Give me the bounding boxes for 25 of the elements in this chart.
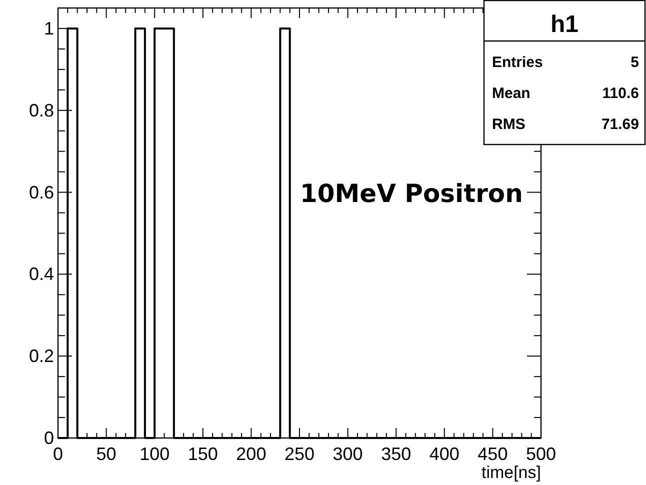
x-tick-label: 500 (526, 444, 556, 464)
y-tick-label: 0 (44, 428, 54, 448)
x-tick-label: 250 (284, 444, 315, 464)
annotation: 10MeV Positron (300, 179, 523, 208)
y-tick-label: 1 (44, 18, 54, 38)
text: 5 (630, 54, 639, 71)
annotation: RMS (492, 116, 526, 133)
x-tick-label: 50 (96, 444, 116, 464)
x-tick-label: 100 (140, 444, 170, 464)
y-tick-label: 0.6 (28, 182, 54, 202)
y-tick-label: 0.4 (28, 264, 54, 284)
x-tick-label: 300 (332, 444, 363, 464)
x-axis-title: time[ns] (481, 463, 541, 482)
y-tick-label: 0.2 (28, 346, 54, 366)
annotation: Mean (492, 85, 530, 102)
y-tick-label: 0.8 (28, 100, 54, 120)
x-tick-label: 150 (188, 444, 218, 464)
x-tick-label: 350 (381, 444, 412, 464)
x-tick-label: 400 (429, 444, 460, 464)
x-tick-label: 200 (236, 444, 266, 464)
text: 71.69 (601, 116, 639, 133)
text: 110.6 (602, 85, 639, 102)
text: h1 (550, 11, 579, 38)
annotation: Entries (492, 54, 543, 71)
x-tick-label: 450 (478, 444, 508, 464)
